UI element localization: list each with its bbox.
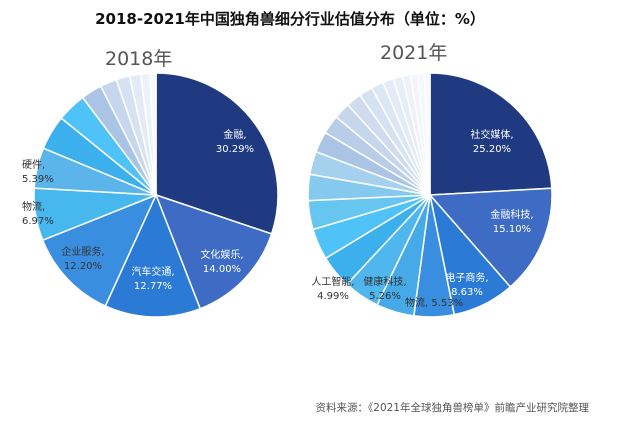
slice-label-人工智能: 人工智能, 4.99% <box>311 275 354 302</box>
slice-label-电子商务: 电子商务, 8.63% <box>445 271 488 298</box>
pie-2018-title: 2018年 <box>105 48 173 70</box>
pie-slice-企业服务 <box>41 193 158 307</box>
slice-label-健康科技: 健康科技, 5.26% <box>363 275 406 302</box>
slice-label-汽车交通: 汽车交通, 12.77% <box>131 265 174 292</box>
pie-2021-title: 2021年 <box>380 42 448 64</box>
pie-slice-unlabeled <box>423 72 431 196</box>
slice-label-硬件: 硬件, 5.39% <box>22 159 54 185</box>
slice-label-文化娱乐: 文化娱乐, 14.00% <box>200 248 243 275</box>
pie-2021: 社交媒体, 25.20% 金融科技, 15.10% 电子商务, 8.63%物流, 5.53… <box>307 72 553 318</box>
pie-2018: 金融, 30.29% 文化娱乐, 14.00% 汽车交通, 12.77% 企业服务, 12.2… <box>22 72 279 318</box>
slice-label-社交媒体: 社交媒体, 25.20% <box>470 128 513 155</box>
source-note: 资料来源：《2021年全球独角兽榜单》前瞻产业研究院整理 <box>315 402 589 414</box>
pie-slice-文化娱乐 <box>154 193 273 310</box>
pie-slice-金融科技 <box>428 187 553 288</box>
slice-label-物流: 物流, 6.97% <box>22 200 54 227</box>
pie-slice-金融 <box>155 72 279 235</box>
slice-label-金融科技: 金融科技, 15.10% <box>490 208 533 235</box>
chart-title: 2018-2021年中国独角兽细分行业估值分布（单位：%） <box>95 10 485 28</box>
pie-slice-社交媒体 <box>429 72 553 196</box>
pie-slice-unlabeled <box>149 72 157 196</box>
pie-slice-汽车交通 <box>104 193 202 318</box>
slice-label-物流: 物流, 5.53% <box>405 296 463 309</box>
slice-label-金融: 金融, 30.29% <box>216 128 254 155</box>
slice-label-企业服务: 企业服务, 12.20% <box>61 245 104 272</box>
